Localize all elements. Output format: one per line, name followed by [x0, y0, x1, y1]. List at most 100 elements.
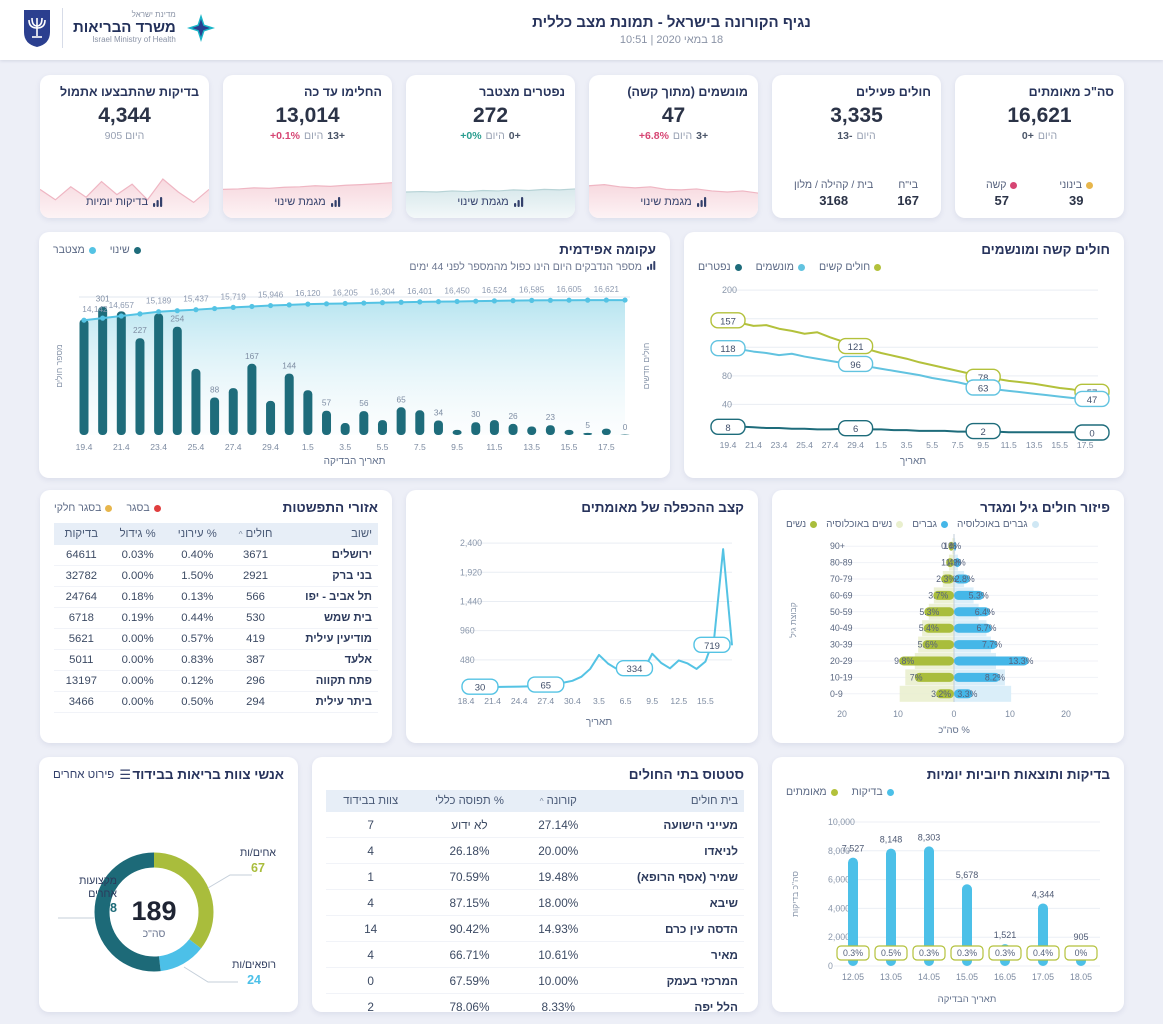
staff-isolation-donut: 189 סה"כ אחים/ות 67 רופאים/ות 24 מקצועות אחרים…	[53, 783, 284, 993]
others-detail-button[interactable]: ☰ פירוט אחרים	[53, 767, 131, 782]
column-header[interactable]: בית חולים	[592, 790, 744, 812]
svg-text:6,000: 6,000	[828, 875, 850, 885]
legend-item: נשים	[786, 519, 818, 530]
svg-text:20-29: 20-29	[830, 656, 853, 666]
table-cell: 294	[227, 691, 284, 713]
svg-text:27.4: 27.4	[822, 440, 839, 450]
svg-text:15.5: 15.5	[1051, 440, 1068, 450]
trend-link[interactable]: בדיקות יומיות	[50, 196, 199, 212]
table-cell: 0.57%	[166, 628, 228, 650]
svg-text:16.05: 16.05	[994, 972, 1016, 982]
svg-text:6.4%: 6.4%	[975, 607, 995, 617]
svg-text:16,450: 16,450	[444, 285, 470, 295]
kpi-delta: +0.1% היום 13+	[233, 130, 382, 142]
column-header[interactable]: % עירוני	[166, 523, 228, 545]
svg-text:1.4%: 1.4%	[941, 558, 961, 568]
table-cell: 0.13%	[166, 586, 228, 608]
table-cell: 0.40%	[166, 545, 228, 566]
svg-text:20: 20	[1061, 709, 1071, 719]
kpi-card: מונשמים (מתוך קשה) 47 +6.8% היום 3+ מגמת שינו…	[589, 75, 758, 218]
table-cell: 7	[326, 812, 416, 838]
legend-item: נפטרים	[698, 261, 742, 273]
table-row: המרכזי בעמק 10.00% 67.59% 0	[326, 967, 744, 994]
svg-text:0-9: 0-9	[830, 689, 843, 699]
svg-text:19.4: 19.4	[76, 442, 93, 452]
svg-text:65: 65	[541, 681, 552, 692]
svg-text:0.4%: 0.4%	[941, 541, 961, 551]
svg-text:3.5: 3.5	[901, 440, 913, 450]
trend-link[interactable]: מגמת שינוי	[416, 196, 565, 212]
svg-text:5.3%: 5.3%	[969, 590, 989, 600]
segment-label-text: אחים/ות	[239, 847, 276, 859]
svg-text:88: 88	[210, 384, 220, 394]
svg-text:15,189: 15,189	[146, 296, 172, 306]
kpi-value: 272	[472, 103, 509, 127]
kpi-stats: בי"ח 167 בית / קהילה / מלון 3168	[782, 179, 931, 212]
table-cell: פתח תקווה	[283, 670, 378, 692]
column-header[interactable]: צוות בבידוד	[326, 790, 416, 812]
segment-label-text: רופאים/ות	[232, 959, 276, 971]
column-header[interactable]: % תפוסה כללי	[415, 790, 524, 812]
kpi-card: החלימו עד כה 13,014 +0.1% היום 13+ מגמת שינוי	[223, 75, 392, 218]
trend-link[interactable]: מגמת שינוי	[233, 196, 382, 212]
svg-text:1%: 1%	[943, 541, 956, 551]
svg-text:13.5: 13.5	[523, 442, 540, 452]
column-header[interactable]: % גידול	[108, 523, 167, 545]
legend-item: מונשמים	[756, 261, 805, 273]
svg-text:חולים חדשים: חולים חדשים	[641, 343, 651, 390]
legend-label: בדיקות	[851, 786, 883, 798]
trend-sparkline	[223, 166, 392, 218]
kpi-card: סה"כ מאומתים 16,621 0+ היום בינוני 39 קשה 57	[955, 75, 1124, 218]
table-cell: ירושלים	[283, 545, 378, 566]
epidemic-curve-chart: 14,142 14,657 15,189 15,437 15,719 15,946 16,1…	[53, 273, 656, 469]
legend-label: נשים	[786, 519, 807, 530]
column-header[interactable]: חולים^	[227, 523, 284, 545]
svg-text:תאריך: תאריך	[586, 717, 612, 728]
column-header[interactable]: קורונה^	[523, 790, 593, 812]
bar-chart-icon	[513, 197, 523, 207]
table-cell: 32782	[54, 565, 109, 587]
svg-text:27.4: 27.4	[537, 696, 554, 706]
column-header[interactable]: בדיקות	[54, 523, 109, 545]
table-cell: 0.03%	[108, 545, 167, 566]
svg-text:7.5: 7.5	[414, 442, 426, 452]
stat-label-text: בינוני	[1059, 179, 1083, 191]
kpi-stat: בית / קהילה / מלון 3168	[794, 179, 873, 208]
table-cell: 5621	[54, 628, 109, 650]
trend-link[interactable]: מגמת שינוי	[599, 196, 748, 212]
table-cell: מאיר	[592, 941, 744, 968]
hospital-status-table: בית חולים קורונה^% תפוסה כללי צוות בבידוד מ…	[326, 790, 744, 1012]
kpi-delta-part: +6.8%	[638, 129, 669, 142]
column-header[interactable]: ישוב	[283, 523, 378, 545]
kpi-delta-part: 0+	[1021, 129, 1034, 142]
header-bar: נגיף הקורונה בישראל - תמונת מצב כללית 18…	[0, 0, 1163, 60]
svg-text:1,521: 1,521	[994, 930, 1017, 940]
svg-text:15.05: 15.05	[956, 972, 978, 982]
svg-text:80-89: 80-89	[830, 558, 853, 568]
table-cell: תל אביב - יפו	[283, 586, 378, 608]
table-cell: 14.93%	[523, 915, 593, 942]
svg-text:תאריך הבדיקה: תאריך הבדיקה	[938, 994, 997, 1005]
segment-label-text: מקצועות אחרים	[79, 875, 117, 900]
panel-daily-tests: בדיקות ותוצאות חיוביות יומיות בדיקות מאומ…	[772, 757, 1124, 1012]
legend-item: נשים באוכלוסיה	[826, 519, 904, 530]
svg-text:167: 167	[245, 351, 259, 361]
severe-ventilated-chart: 408012016020019.421.423.425.427.429.41.5…	[698, 273, 1110, 469]
table-cell: 24764	[54, 586, 109, 608]
table-cell: 90.42%	[415, 915, 524, 942]
kpi-stat-label: בית / קהילה / מלון	[794, 179, 873, 191]
legend-label: מאומתים	[786, 786, 827, 798]
table-row: אלעד 387 0.83% 0.00% 5011	[54, 649, 378, 671]
legend-dot-icon	[153, 504, 161, 512]
table-cell: 0.18%	[108, 586, 167, 608]
svg-text:26: 26	[508, 411, 518, 421]
svg-text:63: 63	[978, 384, 989, 395]
panel-hospital-status: סטטוס בתי החולים בית חולים קורונה^% תפוסה…	[312, 757, 758, 1012]
kpi-delta-part: 13+	[327, 129, 346, 142]
svg-text:15,437: 15,437	[183, 294, 209, 304]
kpi-delta: +6.8% היום 3+	[599, 130, 748, 142]
kpi-stat-value: 167	[897, 193, 919, 208]
svg-text:30: 30	[471, 409, 481, 419]
moh-star-icon	[186, 14, 215, 42]
table-cell: 13197	[54, 670, 109, 692]
